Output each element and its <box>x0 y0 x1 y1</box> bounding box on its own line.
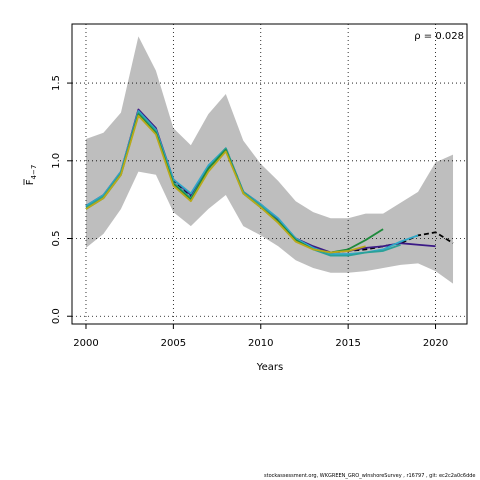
y-axis: 0.0 0.5 1.0 1.5 <box>51 75 72 324</box>
y-tick-label: 1.0 <box>51 153 62 169</box>
confidence-band <box>85 36 454 284</box>
svg-text:F4−7: F4−7 <box>25 165 38 186</box>
rho-annotation: ρ = 0.028 <box>414 31 464 42</box>
series-lines <box>85 108 454 257</box>
plot-frame <box>71 23 468 325</box>
y-axis-title: F4−7 <box>23 165 38 186</box>
x-tick-label: 2005 <box>161 338 186 349</box>
x-axis: 2000 2005 2010 2015 2020 <box>73 324 448 349</box>
y-tick-label: 0.5 <box>51 231 62 247</box>
x-tick-label: 2015 <box>335 338 360 349</box>
x-tick-label: 2020 <box>423 338 448 349</box>
series-line-6 <box>85 114 366 254</box>
y-axis-title-main: F <box>25 179 36 185</box>
y-tick-label: 0.0 <box>51 308 62 324</box>
x-tick-label: 2010 <box>248 338 273 349</box>
x-tick-label: 2000 <box>73 338 98 349</box>
x-axis-title: Years <box>256 362 283 373</box>
y-axis-title-sub: 4−7 <box>30 165 38 180</box>
confidence-band-area <box>85 36 454 284</box>
y-tick-label: 1.5 <box>51 75 62 91</box>
footer-caption: stockassessment.org, WKGREEN_GRO_wInshor… <box>264 473 476 479</box>
